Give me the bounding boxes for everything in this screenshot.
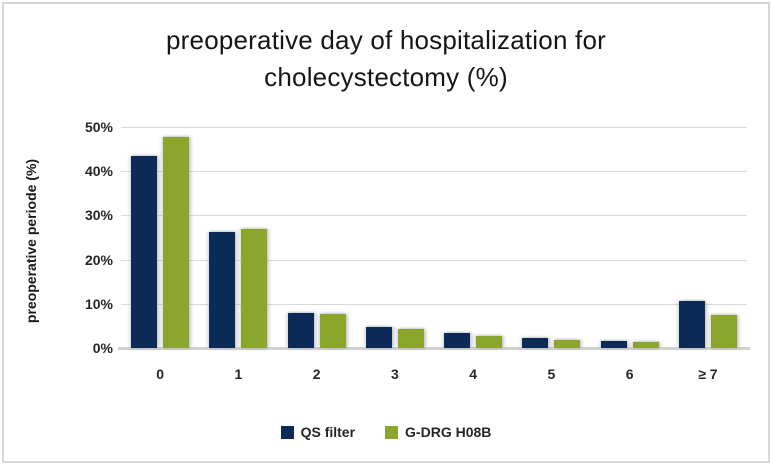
x-tick-label-2: 2 [312, 366, 321, 382]
bar-qs-filter [365, 326, 392, 348]
y-tick-label: 30% [84, 207, 113, 224]
bar-group-day-5 [512, 127, 590, 348]
bar-group-day-≥7 [669, 127, 747, 348]
bar-qs-filter [600, 340, 627, 348]
gridline [121, 171, 747, 173]
bar-g-drg-h08b [319, 313, 346, 348]
bar-group-day-3 [356, 127, 434, 348]
legend-item-qs-filter: QS filter [280, 424, 356, 440]
x-tick-label-1: 1 [234, 366, 243, 382]
bar-g-drg-h08b [476, 335, 503, 348]
bar-qs-filter [522, 337, 549, 348]
x-tick-label-0: 0 [156, 366, 165, 382]
y-axis-title: preoperative periode (%) [23, 158, 39, 324]
bar-qs-filter [209, 231, 236, 348]
y-tick-label: 0% [92, 340, 113, 356]
y-tick-label: 20% [84, 251, 113, 268]
gridline [121, 215, 747, 217]
legend-label: G-DRG H08B [405, 424, 492, 440]
bar-g-drg-h08b [710, 314, 737, 348]
bar-group-day-2 [278, 127, 356, 348]
bar-group-day-6 [591, 127, 669, 348]
bar-g-drg-h08b [241, 228, 268, 348]
gridline [121, 259, 747, 261]
legend-item-g-drg-h08b: G-DRG H08B [385, 424, 491, 440]
bar-g-drg-h08b [632, 341, 659, 348]
x-tick-label-4: 4 [469, 366, 478, 382]
bar-group-day-4 [434, 127, 512, 348]
bar-group-day-1 [199, 127, 277, 348]
y-tick-label: 50% [84, 119, 113, 135]
x-tick-label-6: 6 [625, 366, 634, 382]
y-tick-label: 10% [84, 295, 113, 312]
bar-qs-filter [444, 332, 471, 348]
legend-label: QS filter [300, 424, 356, 440]
gridline [121, 303, 747, 305]
bar-qs-filter [287, 312, 314, 348]
x-tick-label-3: 3 [390, 366, 399, 382]
legend-swatch-icon [385, 425, 399, 439]
legend: QS filter G-DRG H08B [4, 424, 768, 440]
bar-g-drg-h08b [397, 329, 424, 348]
x-axis-line [118, 347, 750, 350]
legend-swatch-icon [280, 425, 294, 439]
bar-g-drg-h08b [554, 340, 581, 348]
y-tick-label: 40% [84, 163, 113, 180]
plot-area [118, 127, 750, 350]
chart-title: preoperative day of hospitalization for … [4, 22, 768, 96]
bar-qs-filter [678, 300, 705, 348]
bar-g-drg-h08b [163, 136, 190, 348]
bar-group-day-0 [121, 127, 199, 348]
gridline [121, 127, 747, 128]
chart-title-line-1: preoperative day of hospitalization for [166, 25, 606, 55]
x-tick-label-≥7: ≥ 7 [698, 366, 718, 382]
chart-title-line-2: cholecystectomy (%) [264, 62, 508, 92]
bar-qs-filter [131, 155, 158, 348]
x-tick-label-5: 5 [547, 366, 556, 382]
